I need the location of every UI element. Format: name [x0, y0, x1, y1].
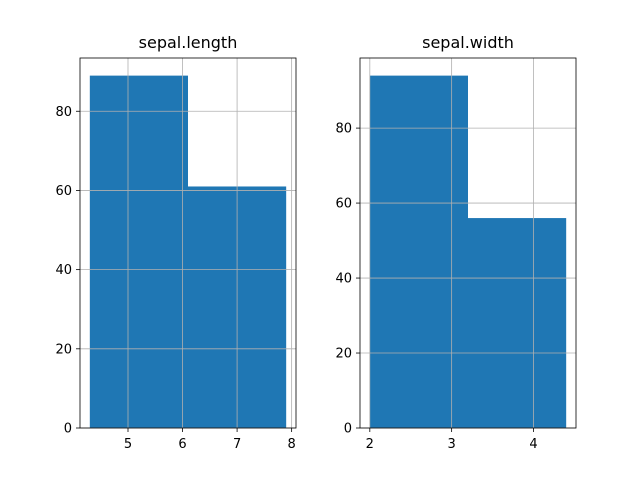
x-tick-label: 7 [233, 437, 241, 452]
y-tick-label: 80 [55, 105, 72, 120]
x-tick-label: 4 [529, 437, 537, 452]
y-tick-label: 60 [55, 184, 72, 199]
x-tick-label: 2 [366, 437, 374, 452]
y-tick-label: 40 [55, 263, 72, 278]
histogram-bar-2 [468, 218, 567, 428]
y-tick-label: 20 [55, 342, 72, 357]
y-tick-label: 0 [64, 422, 72, 437]
histogram-bar-1 [89, 75, 188, 428]
x-tick-label: 8 [287, 437, 295, 452]
x-tick-label: 5 [124, 437, 132, 452]
x-tick-label: 3 [447, 437, 455, 452]
y-tick-label: 60 [335, 197, 352, 212]
y-tick-label: 80 [335, 122, 352, 137]
axes-frame [359, 57, 577, 429]
chart-title: sepal.width [422, 33, 514, 52]
axes-frame [79, 57, 297, 429]
y-tick-label: 20 [335, 347, 352, 362]
y-tick-label: 0 [344, 422, 352, 437]
y-tick-label: 40 [335, 272, 352, 287]
chart-title: sepal.length [139, 33, 238, 52]
x-tick-label: 6 [178, 437, 186, 452]
